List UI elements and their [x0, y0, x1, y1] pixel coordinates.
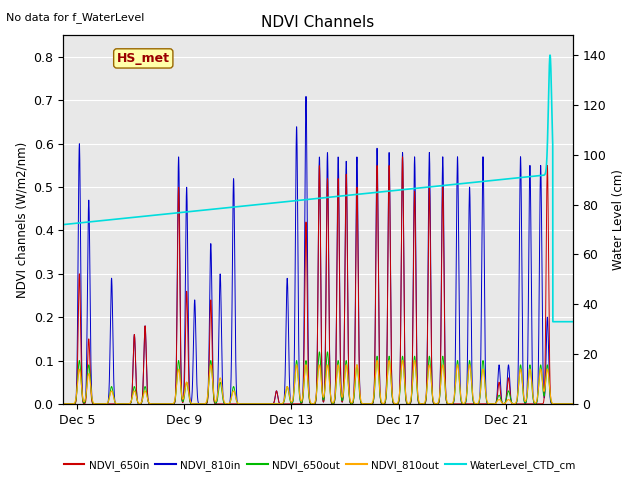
Text: HS_met: HS_met — [116, 52, 170, 65]
Y-axis label: Water Level (cm): Water Level (cm) — [612, 169, 625, 270]
Legend: NDVI_650in, NDVI_810in, NDVI_650out, NDVI_810out, WaterLevel_CTD_cm: NDVI_650in, NDVI_810in, NDVI_650out, NDV… — [60, 456, 580, 475]
Y-axis label: NDVI channels (W/m2/nm): NDVI channels (W/m2/nm) — [15, 142, 28, 298]
Text: No data for f_WaterLevel: No data for f_WaterLevel — [6, 12, 145, 23]
Title: NDVI Channels: NDVI Channels — [261, 15, 374, 30]
